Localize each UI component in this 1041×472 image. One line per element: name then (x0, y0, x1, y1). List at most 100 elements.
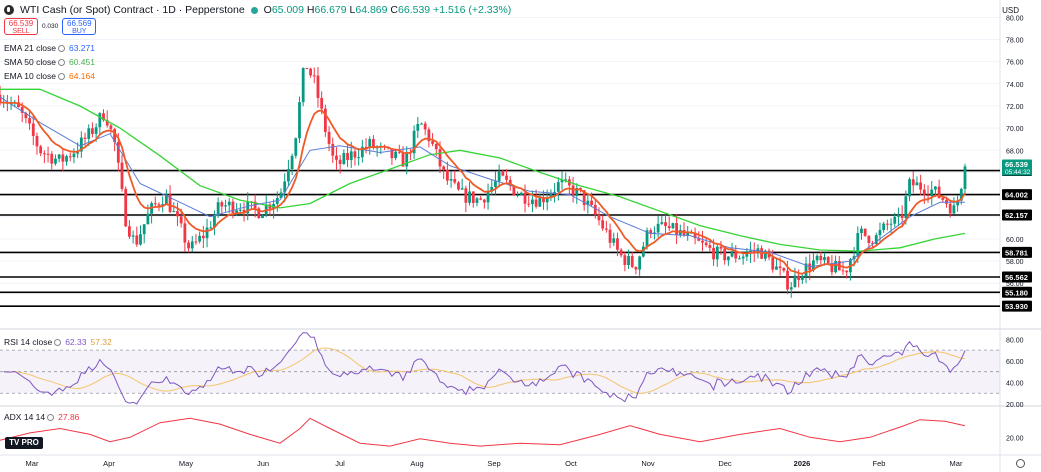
symbol-title[interactable]: WTI Cash (or Spot) Contract · 1D · Peppe… (20, 4, 245, 16)
currency-label[interactable]: USD (1002, 6, 1019, 15)
candle-body (582, 190, 586, 206)
candle-body (505, 175, 508, 180)
price-axis-tick: 74.00 (1006, 82, 1024, 89)
candle-body (763, 250, 767, 259)
candle-body (863, 228, 867, 236)
candle-body (475, 198, 479, 203)
candle-body (527, 203, 531, 205)
time-axis-label: Feb (873, 459, 886, 468)
candle-body (109, 125, 113, 130)
price-level-tag (1002, 209, 1032, 221)
candle-body (242, 209, 246, 214)
candle-body (512, 185, 516, 196)
time-axis-label: Apr (103, 459, 115, 468)
indicator-legend-ema21[interactable]: EMA 21 close 63.271 (4, 43, 95, 53)
price-level-tag (1002, 246, 1032, 258)
candle-body (238, 209, 242, 211)
candle-body (926, 194, 930, 197)
candle-body (357, 157, 361, 159)
candle-body (227, 201, 231, 206)
time-axis-label: Aug (410, 459, 423, 468)
candle-body (468, 191, 471, 203)
candle-body (616, 238, 619, 250)
candle-body (342, 152, 346, 165)
price-axis-tick: 60.00 (1006, 237, 1024, 244)
time-axis-label: Sep (487, 459, 500, 468)
adx-legend[interactable]: ADX 14 14 27.86 (4, 412, 80, 422)
candle-body (61, 154, 65, 162)
candle-body (508, 179, 512, 186)
settings-icon[interactable] (57, 73, 65, 81)
settings-icon[interactable] (47, 414, 55, 422)
candle-body (286, 168, 290, 182)
candle-body (35, 136, 39, 147)
candle-body (312, 75, 316, 77)
timezone-settings-icon[interactable] (1016, 459, 1025, 468)
candle-body (915, 182, 919, 186)
candle-body (523, 192, 527, 204)
candle-body (834, 260, 837, 273)
candle-body (338, 159, 342, 165)
candle-body (708, 245, 712, 248)
candle-body (434, 143, 438, 150)
settings-icon[interactable] (57, 59, 65, 67)
candle-body (390, 148, 394, 159)
candle-body (353, 151, 357, 158)
candle-body (730, 251, 734, 257)
candle-body (205, 227, 209, 239)
candle-body (320, 97, 324, 109)
ohlc-readout: O65.009 H66.679 L64.869 C66.539 +1.516 (… (263, 4, 512, 16)
candle-body (608, 229, 612, 243)
candle-body (39, 146, 43, 154)
candle-body (261, 215, 264, 219)
candle-body (734, 251, 738, 259)
candle-body (401, 152, 405, 167)
ema21-line (0, 96, 965, 268)
candle-body (686, 232, 690, 236)
candle-body (575, 187, 579, 196)
candle-body (464, 188, 468, 203)
sma50-line (0, 88, 966, 252)
bar-countdown: 05:44:32 (1005, 169, 1031, 176)
candle-body (804, 263, 808, 277)
settings-icon[interactable] (54, 339, 62, 347)
candle-body (57, 154, 61, 159)
candle-body (490, 186, 494, 192)
sell-button[interactable]: 66.539 SELL (4, 18, 38, 35)
candle-body (257, 208, 261, 219)
price-level-label: 62.157 (1005, 211, 1028, 220)
candle-body (693, 232, 697, 239)
candle-body (885, 223, 889, 225)
adx-axis-tick: 20.00 (1006, 435, 1024, 442)
indicator-legend-sma50[interactable]: SMA 50 close 60.451 (4, 57, 95, 67)
candle-body (741, 256, 745, 259)
rsi-legend[interactable]: RSI 14 close 62.33 57.32 (4, 337, 112, 347)
candle-body (919, 182, 923, 190)
candle-body (656, 223, 660, 233)
change-readout: +1.516 (+2.33%) (433, 4, 512, 16)
candle-body (294, 138, 298, 156)
buy-button[interactable]: 66.569 BUY (62, 18, 97, 35)
candle-body (634, 266, 638, 270)
candle-body (701, 240, 704, 243)
adx-line (0, 417, 966, 447)
price-axis-tick: 68.00 (1006, 148, 1024, 155)
candle-body (102, 113, 105, 121)
rsi-axis-tick: 60.00 (1006, 359, 1024, 366)
price-level-tag (1002, 286, 1032, 298)
candle-body (72, 153, 76, 158)
tradingview-logo[interactable]: TV PRO (5, 437, 43, 449)
settings-icon[interactable] (57, 45, 65, 53)
indicator-legend-ema10[interactable]: EMA 10 close 64.164 (4, 71, 95, 81)
candle-body (79, 137, 83, 152)
candle-body (368, 139, 372, 148)
candle-body (235, 210, 239, 214)
candle-body (542, 197, 545, 203)
candle-body (438, 149, 442, 167)
candle-body (516, 194, 520, 196)
candle-body (83, 137, 87, 139)
candle-body (664, 222, 667, 227)
candle-body (176, 211, 179, 217)
candle-body (298, 102, 301, 139)
